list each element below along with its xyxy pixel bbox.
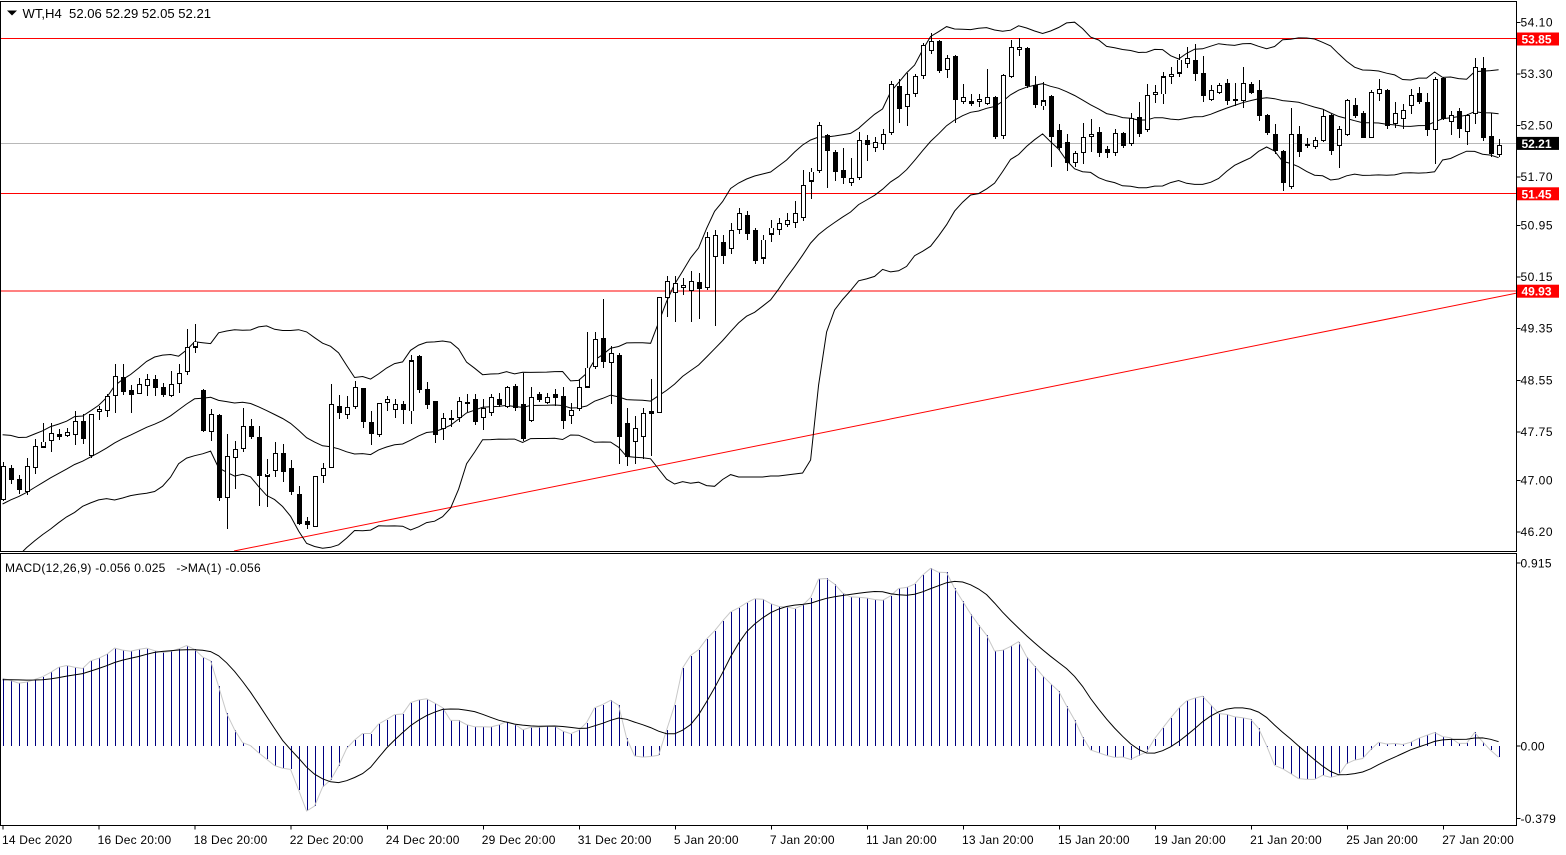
svg-text:27 Jan 20:00: 27 Jan 20:00 <box>1442 833 1514 847</box>
svg-text:22 Dec 20:00: 22 Dec 20:00 <box>290 833 364 847</box>
svg-text:31 Dec 20:00: 31 Dec 20:00 <box>578 833 652 847</box>
svg-text:50.15: 50.15 <box>1521 270 1554 284</box>
svg-text:19 Jan 20:00: 19 Jan 20:00 <box>1154 833 1226 847</box>
svg-text:47.00: 47.00 <box>1521 473 1554 487</box>
svg-text:14 Dec 2020: 14 Dec 2020 <box>2 833 72 847</box>
svg-text:52.50: 52.50 <box>1521 119 1554 133</box>
svg-text:49.35: 49.35 <box>1521 322 1554 336</box>
svg-text:5 Jan 20:00: 5 Jan 20:00 <box>674 833 739 847</box>
svg-text:-0.379: -0.379 <box>1521 812 1557 826</box>
svg-text:0.00: 0.00 <box>1521 740 1545 754</box>
svg-text:7 Jan 20:00: 7 Jan 20:00 <box>770 833 835 847</box>
svg-text:WT,H4 52.06 52.29 52.05 52.21: WT,H4 52.06 52.29 52.05 52.21 <box>23 6 212 21</box>
svg-text:46.20: 46.20 <box>1521 525 1554 539</box>
svg-text:50.95: 50.95 <box>1521 219 1554 233</box>
svg-text:53.30: 53.30 <box>1521 67 1554 81</box>
svg-text:15 Jan 20:00: 15 Jan 20:00 <box>1058 833 1130 847</box>
svg-text:29 Dec 20:00: 29 Dec 20:00 <box>482 833 556 847</box>
svg-text:MACD(12,26,9) -0.056 0.025 -: MACD(12,26,9) -0.056 0.025 ->MA(1) -0.05… <box>5 561 261 575</box>
svg-text:52.21: 52.21 <box>1522 137 1552 151</box>
svg-text:18 Dec 20:00: 18 Dec 20:00 <box>194 833 268 847</box>
svg-text:53.85: 53.85 <box>1522 33 1552 47</box>
svg-text:54.10: 54.10 <box>1521 15 1554 29</box>
svg-text:16 Dec 20:00: 16 Dec 20:00 <box>98 833 172 847</box>
svg-text:11 Jan 20:00: 11 Jan 20:00 <box>866 833 937 847</box>
svg-text:0.915: 0.915 <box>1521 557 1552 571</box>
svg-text:49.93: 49.93 <box>1522 285 1552 299</box>
svg-text:48.55: 48.55 <box>1521 373 1554 387</box>
svg-text:21 Jan 20:00: 21 Jan 20:00 <box>1250 833 1322 847</box>
svg-text:47.75: 47.75 <box>1521 425 1554 439</box>
svg-text:25 Jan 20:00: 25 Jan 20:00 <box>1346 833 1418 847</box>
svg-text:51.70: 51.70 <box>1521 170 1554 184</box>
svg-text:24 Dec 20:00: 24 Dec 20:00 <box>386 833 460 847</box>
svg-text:51.45: 51.45 <box>1522 187 1552 201</box>
svg-text:13 Jan 20:00: 13 Jan 20:00 <box>962 833 1034 847</box>
